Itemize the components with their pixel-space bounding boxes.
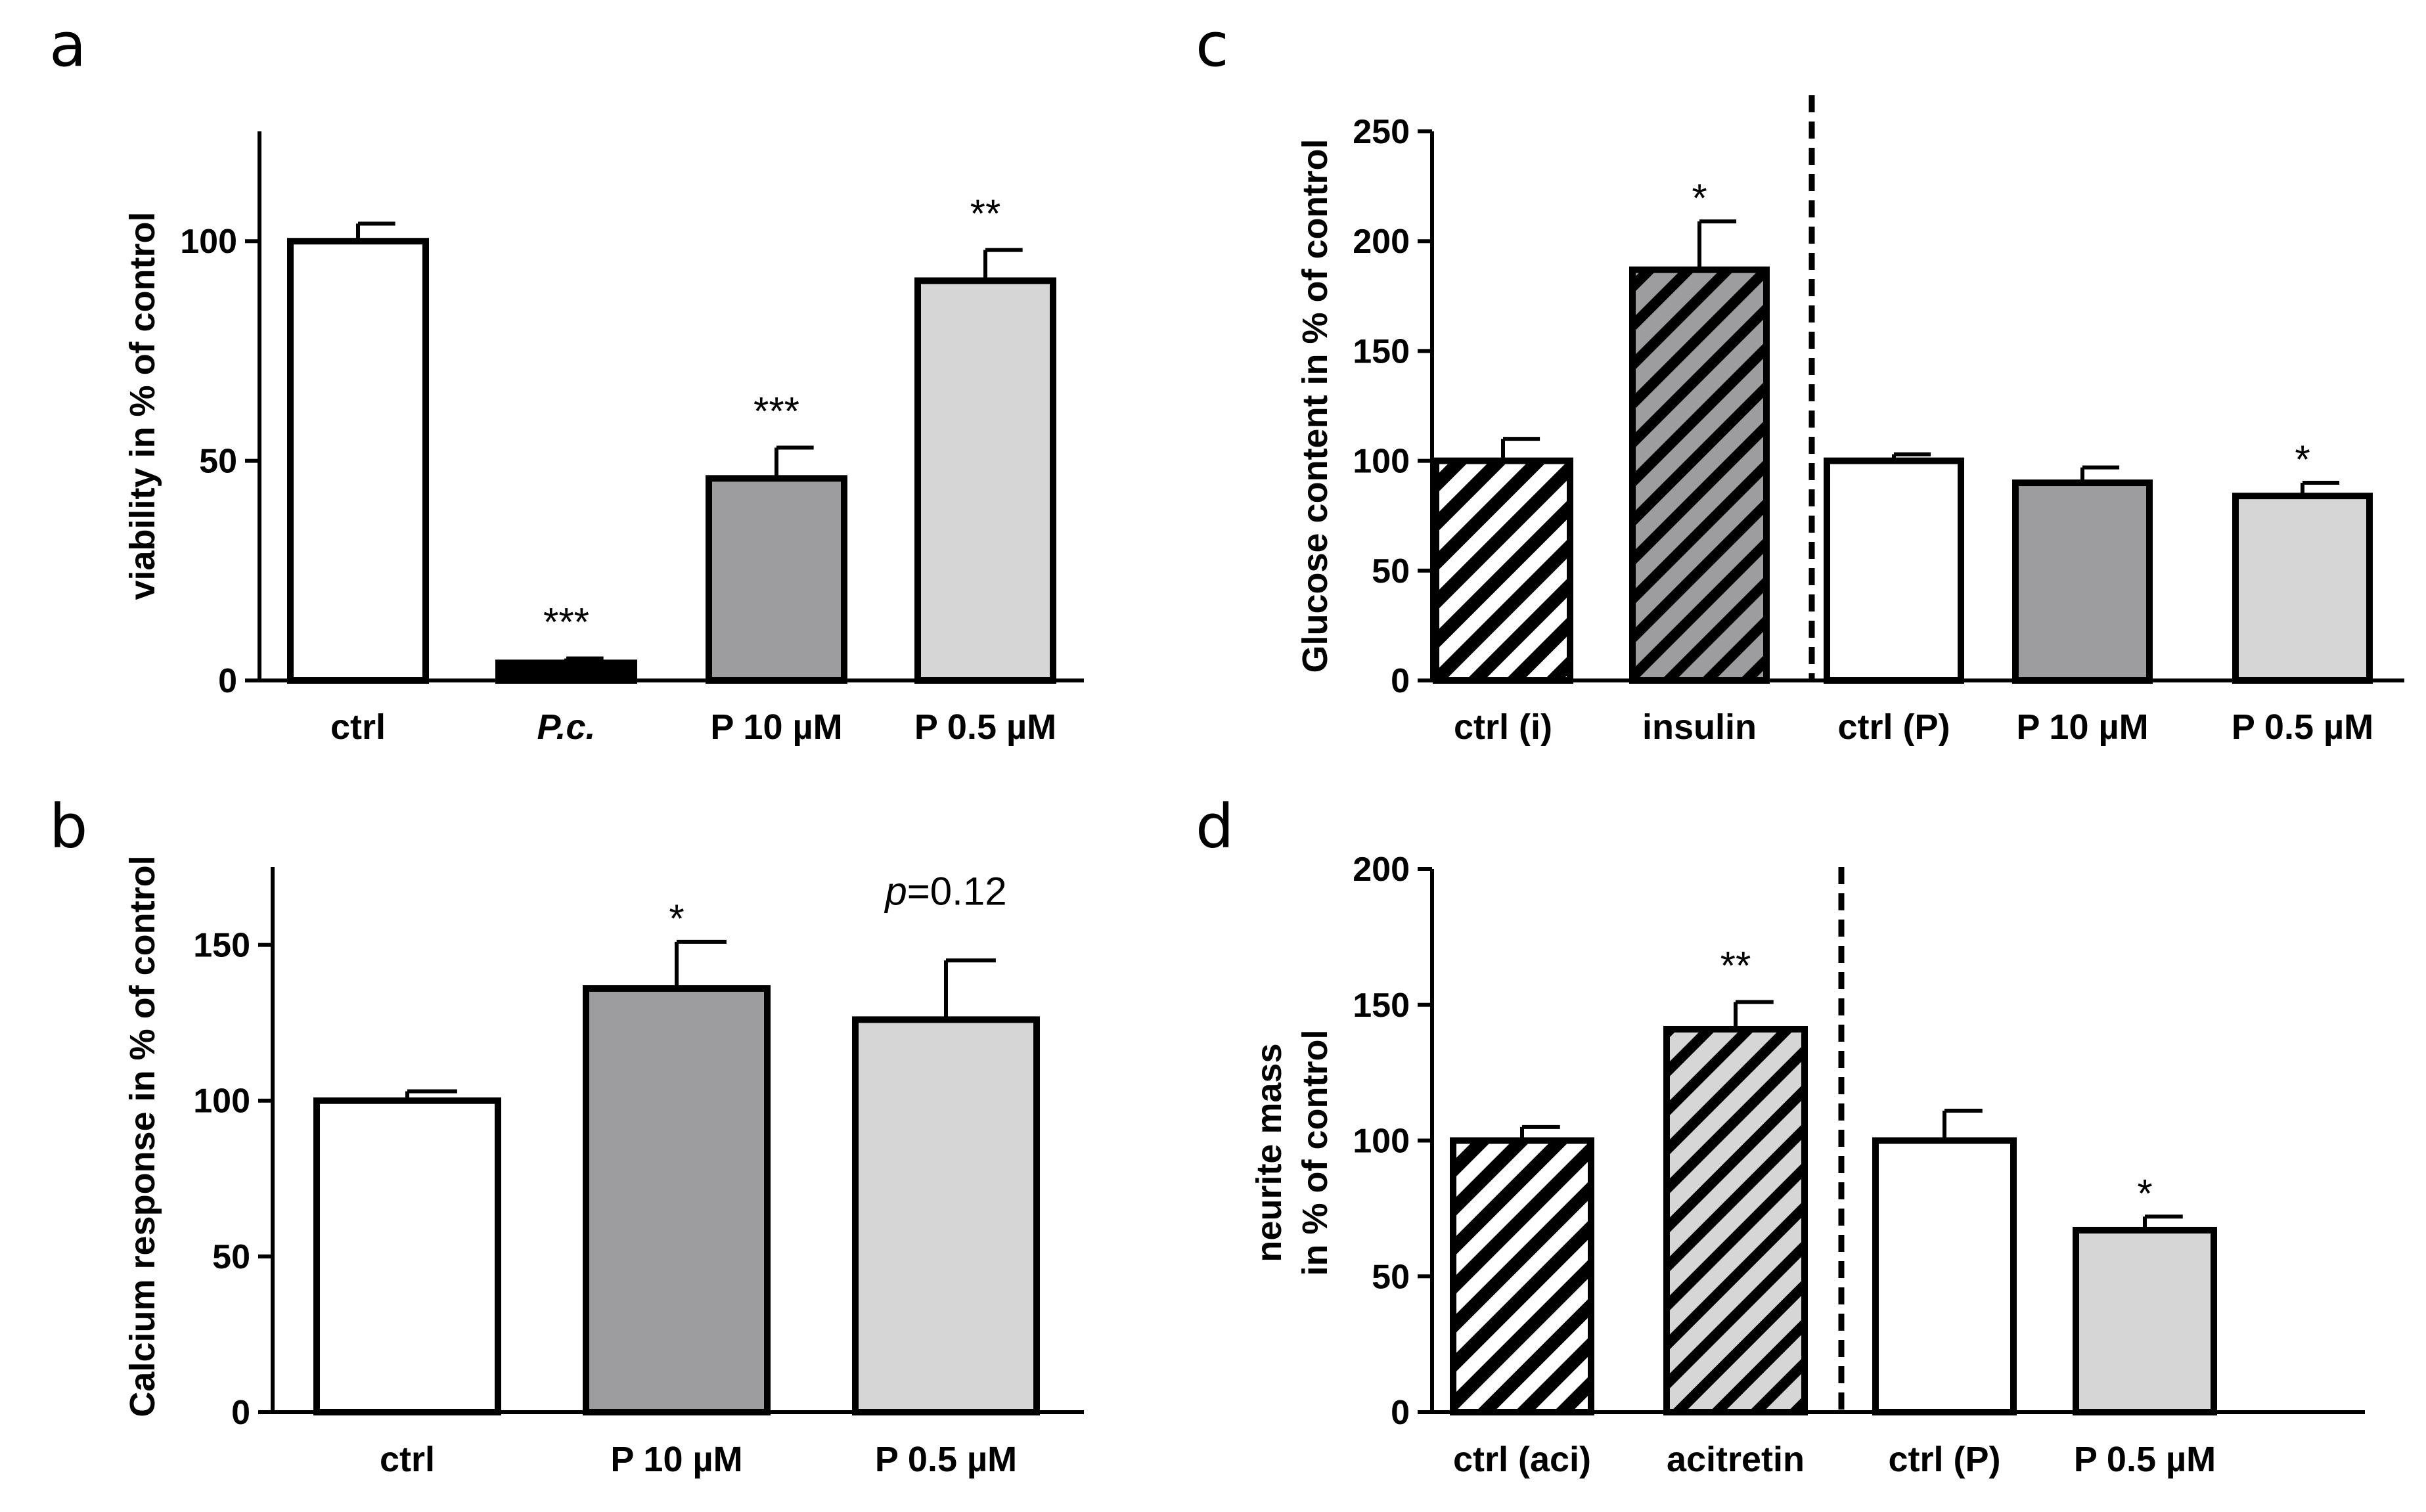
category-label: insulin xyxy=(1642,707,1757,747)
panel-c: c 0 50 100 150 200 250 Glucose content in % of … xyxy=(1196,10,2404,747)
category-label: ctrl (P) xyxy=(1888,1440,2000,1479)
bar-2 xyxy=(495,659,637,684)
y-axis-label: Glucose content in % of control xyxy=(1295,139,1335,673)
bar-2 xyxy=(583,985,771,1415)
bar-3 xyxy=(1824,457,1964,684)
category-label: ctrl (P) xyxy=(1837,707,1950,747)
y-axis-label: Calcium response in % of control xyxy=(123,855,162,1417)
panel-b: b 0 50 100 150 Calcium response in % of contr… xyxy=(49,791,1084,1479)
significance-label: p=0.12 xyxy=(884,869,1006,913)
y-tick-label: 0 xyxy=(231,1394,250,1432)
category-label: ctrl (aci) xyxy=(1453,1440,1591,1479)
category-label: acitretin xyxy=(1667,1440,1805,1479)
bar-3 xyxy=(706,475,847,684)
y-tick-label: 150 xyxy=(1353,987,1410,1025)
panel-letter: d xyxy=(1196,791,1234,862)
y-tick-label: 100 xyxy=(1353,1123,1410,1161)
y-axis-label: neurite mass xyxy=(1249,1043,1289,1262)
y-tick-label: 100 xyxy=(193,1082,250,1121)
significance-label: * xyxy=(2137,1171,2152,1215)
category-label: P.c. xyxy=(537,707,595,747)
y-tick-label: 200 xyxy=(1353,851,1410,889)
y-tick-label: 50 xyxy=(199,443,237,481)
y-tick-label: 0 xyxy=(218,662,237,700)
bar-1 xyxy=(313,1097,501,1415)
y-axis-label: viability in % of control xyxy=(123,211,162,600)
panel-letter: b xyxy=(49,791,87,862)
y-tick-label: 50 xyxy=(1372,552,1410,590)
category-label: ctrl (i) xyxy=(1454,707,1552,747)
y-tick-label: 50 xyxy=(212,1238,250,1276)
significance-label: * xyxy=(669,897,684,941)
bar-4 xyxy=(914,277,1056,684)
y-tick-label: 50 xyxy=(1372,1258,1410,1296)
y-tick-label: 150 xyxy=(1353,332,1410,370)
category-label: P 0.5 µM xyxy=(875,1440,1017,1479)
category-label: ctrl xyxy=(330,707,386,747)
y-axis-label-line2: in % of control xyxy=(1295,1030,1335,1276)
bar-3 xyxy=(1872,1137,2017,1415)
bar-3 xyxy=(852,1016,1040,1415)
y-tick-label: 200 xyxy=(1353,223,1410,261)
bar-4 xyxy=(2073,1226,2217,1415)
bar-5 xyxy=(2232,493,2373,684)
bar-1 xyxy=(287,238,429,684)
y-tick-label: 100 xyxy=(1353,443,1410,481)
panel-letter: c xyxy=(1196,10,1229,80)
significance-label: ** xyxy=(1720,944,1751,988)
significance-label: *** xyxy=(753,389,799,434)
y-tick-label: 150 xyxy=(193,927,250,965)
significance-label: * xyxy=(2295,437,2310,481)
bar-4 xyxy=(2012,479,2153,684)
y-tick-label: 0 xyxy=(1391,1394,1410,1432)
bar-2 xyxy=(1629,266,1770,684)
category-label: P 0.5 µM xyxy=(2232,707,2373,747)
panel-a: a 0 50 100 viability in % of control ctrl P.c.… xyxy=(49,10,1084,747)
significance-label: * xyxy=(1692,176,1707,220)
bar-2 xyxy=(1663,1025,1808,1415)
category-label: P 0.5 µM xyxy=(914,707,1056,747)
panel-d: d 0 50 100 150 200 neurite mass in % of control… xyxy=(1196,791,2365,1479)
category-label: P 10 µM xyxy=(2016,707,2148,747)
bar-1 xyxy=(1433,457,1573,684)
category-label: P 0.5 µM xyxy=(2074,1440,2216,1479)
significance-label: *** xyxy=(543,600,589,644)
category-label: P 10 µM xyxy=(610,1440,742,1479)
y-tick-label: 100 xyxy=(180,223,237,261)
bar-1 xyxy=(1450,1137,1594,1415)
significance-label: ** xyxy=(970,192,1001,236)
category-label: ctrl xyxy=(380,1440,435,1479)
y-tick-label: 250 xyxy=(1353,113,1410,151)
panel-letter: a xyxy=(49,10,86,80)
category-label: P 10 µM xyxy=(710,707,842,747)
y-tick-label: 0 xyxy=(1391,662,1410,700)
